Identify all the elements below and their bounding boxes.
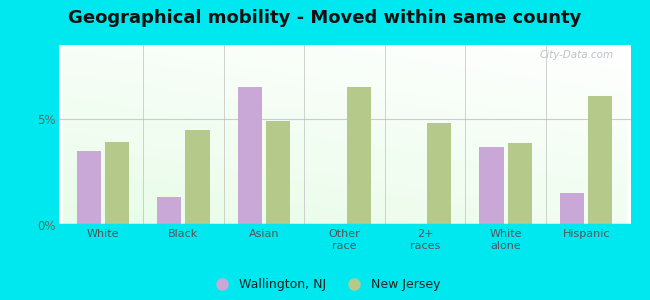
Bar [266, 121, 290, 225]
Bar [77, 151, 101, 225]
Bar [346, 87, 370, 225]
Bar [560, 193, 584, 225]
Bar [480, 147, 504, 225]
Bar [105, 142, 129, 225]
Bar [588, 96, 612, 225]
Bar [238, 87, 262, 225]
Bar [427, 123, 451, 225]
Bar [157, 197, 181, 225]
Bar [185, 130, 209, 225]
Legend: Wallington, NJ, New Jersey: Wallington, NJ, New Jersey [207, 276, 443, 294]
Text: Geographical mobility - Moved within same county: Geographical mobility - Moved within sam… [68, 9, 582, 27]
Text: City-Data.com: City-Data.com [540, 50, 614, 60]
Bar [508, 143, 532, 225]
